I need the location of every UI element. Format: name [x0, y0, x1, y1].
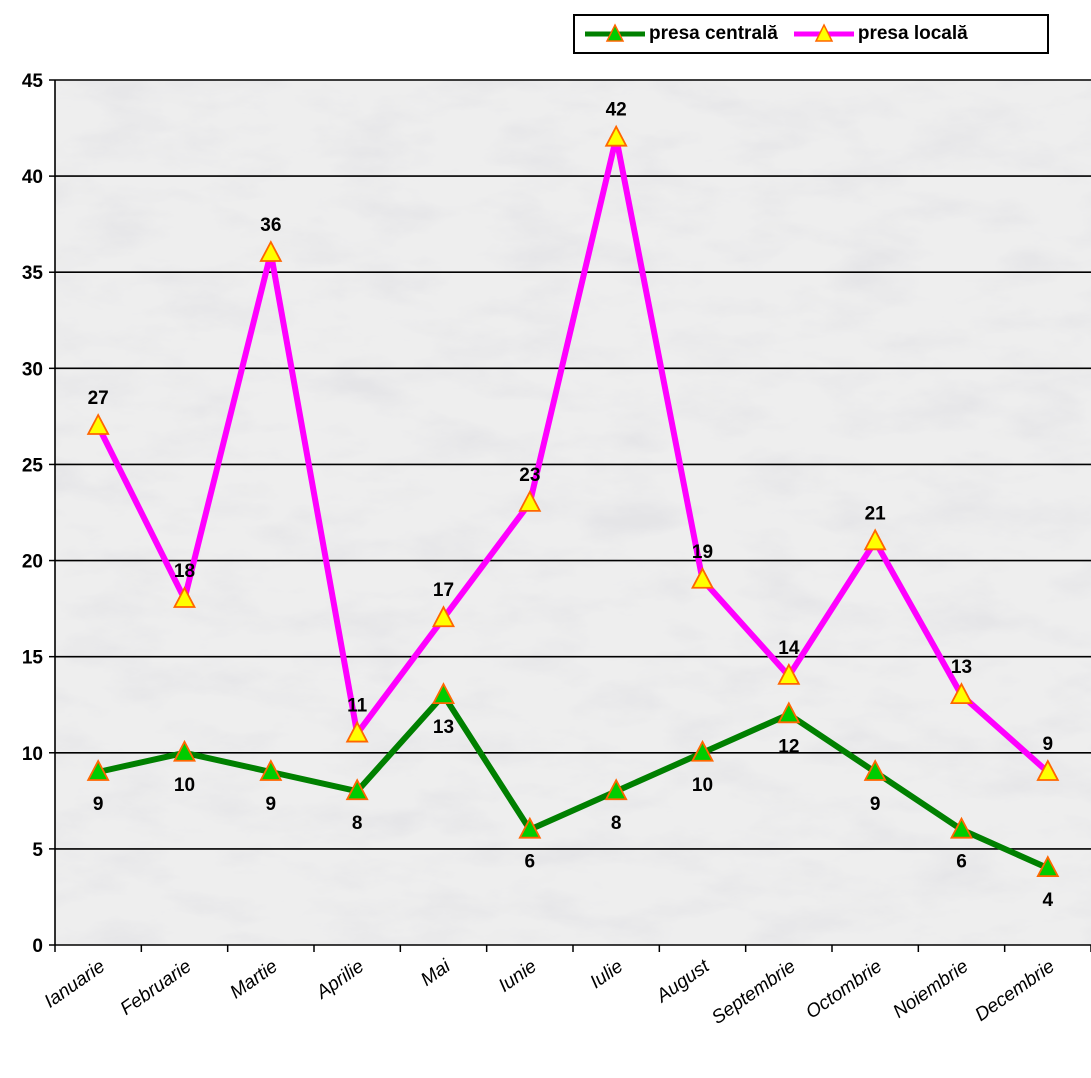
x-tick-label: Martie — [226, 956, 281, 1003]
y-tick-label: 10 — [22, 744, 43, 765]
series-1-marker — [86, 413, 110, 435]
legend-swatch-central — [585, 23, 645, 42]
series-1-marker — [863, 528, 887, 551]
x-tick-label: Octombrie — [802, 956, 886, 1023]
series-1-marker — [518, 489, 542, 512]
series-1-data-label: 11 — [347, 696, 368, 717]
x-tick-label: Aprilie — [312, 956, 368, 1004]
x-tick-label: Noiembrie — [889, 956, 972, 1023]
legend: presa centrală presa locală — [573, 14, 1049, 54]
y-axis-ticks: 0 5 10 15 20 25 30 35 40 45 — [22, 71, 55, 957]
series-0-marker — [691, 739, 714, 762]
series-0-marker — [1036, 855, 1060, 878]
series-1-marker — [432, 605, 455, 628]
legend-item-local: presa locală — [792, 19, 968, 49]
legend-label-local: presa locală — [857, 23, 968, 44]
series-1-data-label: 21 — [865, 503, 887, 524]
legend-swatch-local — [793, 23, 854, 42]
y-tick-label: 5 — [32, 840, 43, 861]
y-tick-label: 30 — [22, 359, 43, 380]
x-tick-label: Decembrie — [971, 956, 1058, 1026]
series-0-data-label: 9 — [266, 794, 277, 815]
series-0-marker — [345, 778, 369, 801]
data-labels-layer: 9 10 9 8 13 6 8 10 12 9 6 4 27 18 36 11 17 23 42 19 14 21 13 9 — [88, 100, 1054, 911]
series-0-marker — [173, 739, 196, 762]
series-0-data-label: 10 — [174, 775, 195, 796]
series-0-data-label: 9 — [870, 794, 881, 815]
series-0-data-label: 8 — [611, 813, 622, 834]
series-1-data-label: 19 — [692, 542, 713, 563]
series-line-1 — [95, 134, 1050, 775]
series-0-data-label: 6 — [956, 852, 967, 873]
series-1-marker — [1036, 759, 1060, 781]
x-tick-label: August — [652, 955, 714, 1007]
y-tick-label: 25 — [22, 455, 44, 476]
series-1-data-label: 9 — [1043, 734, 1054, 755]
series-1-data-label: 23 — [519, 465, 540, 486]
series-0-marker — [432, 682, 455, 705]
gridlines — [55, 79, 1091, 850]
series-1-marker — [950, 682, 973, 705]
series-0-marker — [259, 759, 283, 781]
y-tick-label: 0 — [32, 936, 43, 957]
series-0-marker — [950, 816, 973, 839]
y-tick-label: 15 — [22, 648, 44, 669]
series-1-marker — [173, 586, 196, 608]
y-tick-label: 45 — [22, 71, 44, 92]
series-1-data-label: 27 — [88, 388, 109, 409]
series-1-data-label: 42 — [606, 100, 627, 121]
series-0-marker — [863, 759, 887, 781]
x-tick-label: Iulie — [586, 956, 627, 993]
series-0-marker — [518, 816, 542, 839]
x-tick-label: Ianuarie — [41, 956, 109, 1013]
series-1-data-label: 18 — [174, 561, 195, 582]
series-0-data-label: 4 — [1043, 890, 1054, 911]
series-layer — [86, 124, 1060, 878]
series-0-data-label: 6 — [525, 852, 536, 873]
series-1-data-label: 13 — [951, 657, 972, 678]
x-tick-label: Mai — [417, 955, 455, 990]
x-tick-label: Septembrie — [708, 956, 800, 1029]
series-1-marker — [691, 566, 714, 589]
series-0-data-label: 12 — [778, 736, 799, 757]
series-1-data-label: 14 — [778, 638, 800, 659]
series-0-data-label: 13 — [433, 717, 454, 738]
legend-label-central: presa centrală — [649, 23, 778, 44]
series-1-marker — [604, 124, 628, 147]
series-1-marker — [777, 662, 801, 685]
y-tick-label: 35 — [22, 263, 44, 284]
series-0-data-label: 10 — [692, 775, 713, 796]
series-1-data-label: 36 — [260, 215, 281, 236]
series-0-marker — [604, 778, 628, 801]
series-0-data-label: 8 — [352, 813, 363, 834]
x-tick-label: Februarie — [117, 956, 196, 1020]
series-line-0 — [97, 692, 1050, 871]
series-0-data-label: 9 — [93, 794, 104, 815]
series-0-marker — [777, 701, 801, 724]
y-tick-label: 20 — [22, 552, 43, 573]
series-1-data-label: 17 — [433, 580, 454, 601]
series-0-marker — [86, 759, 110, 781]
y-tick-label: 40 — [22, 167, 43, 188]
legend-item-central: presa centrală — [583, 19, 778, 49]
series-1-marker — [345, 720, 369, 743]
x-axis-ticks: Ianuarie Februarie Martie Aprilie Mai Iunie Iu… — [41, 945, 1091, 1029]
series-1-marker — [259, 240, 283, 262]
x-tick-label: Iunie — [495, 956, 541, 997]
